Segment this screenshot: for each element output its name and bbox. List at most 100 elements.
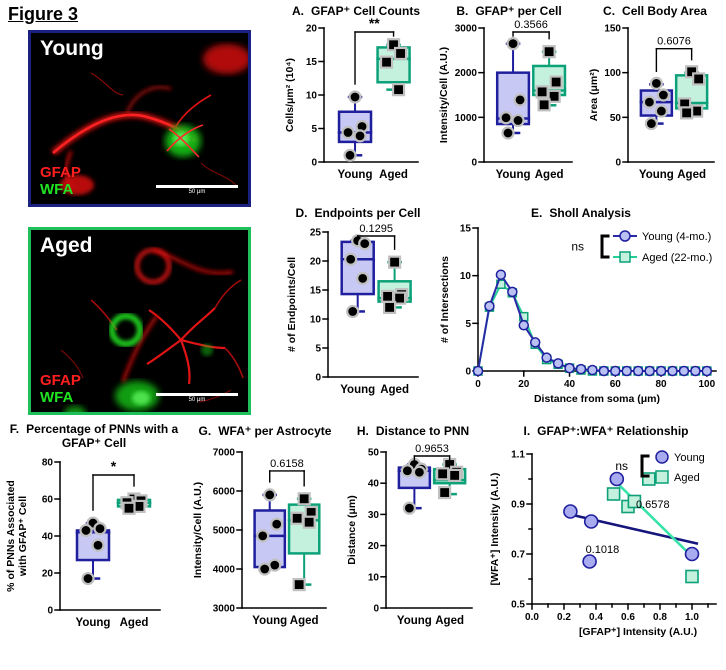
svg-text:Young (4-mo.): Young (4-mo.) bbox=[642, 231, 711, 243]
svg-text:15: 15 bbox=[460, 224, 472, 235]
svg-text:5000: 5000 bbox=[213, 526, 236, 537]
svg-text:0.6: 0.6 bbox=[621, 612, 635, 623]
panel-title: D. Endpoints per Cell bbox=[295, 206, 421, 220]
panel-title: G. WFA⁺ per Astrocyte bbox=[198, 424, 332, 438]
svg-text:Young: Young bbox=[496, 169, 531, 181]
svg-text:30: 30 bbox=[368, 510, 380, 521]
svg-text:50: 50 bbox=[610, 113, 622, 124]
svg-text:0.2: 0.2 bbox=[557, 612, 571, 623]
svg-text:# of Intersections: # of Intersections bbox=[439, 256, 451, 343]
svg-text:0: 0 bbox=[315, 373, 321, 384]
panel-title: B. GFAP⁺ per Cell bbox=[456, 4, 562, 18]
aged-micrograph: Aged GFAP WFA 50 μm bbox=[28, 227, 251, 415]
svg-text:Distance from soma (μm): Distance from soma (μm) bbox=[534, 393, 660, 405]
svg-text:10: 10 bbox=[460, 271, 472, 282]
svg-text:25: 25 bbox=[310, 228, 322, 239]
svg-text:**: ** bbox=[369, 18, 380, 31]
svg-text:Aged (22-mo.): Aged (22-mo.) bbox=[642, 252, 712, 264]
stain-labels: GFAP WFA bbox=[40, 372, 81, 406]
figure-title: Figure 3 bbox=[8, 4, 79, 24]
chart-gfap-per-cell: 0 1000 2000 3000 Intensity/Cell (A.U.) Young A… bbox=[438, 19, 573, 181]
svg-text:0.9653: 0.9653 bbox=[415, 443, 449, 455]
panel-wfa-per-astrocyte: G. WFA⁺ per Astrocyte 3000 4000 5000 6000 700… bbox=[188, 424, 342, 645]
svg-text:0.5: 0.5 bbox=[511, 600, 525, 611]
svg-text:Aged: Aged bbox=[674, 472, 700, 484]
panel-gfap-per-cell: B. GFAP⁺ per Cell 0 1000 2000 3000 Intensity/… bbox=[434, 4, 584, 195]
chart-wfa-per-astrocyte: 3000 4000 5000 6000 7000 Intensity/Cell (A.U.… bbox=[192, 448, 327, 627]
svg-text:0: 0 bbox=[47, 606, 53, 617]
svg-text:60: 60 bbox=[42, 495, 54, 506]
svg-text:20: 20 bbox=[518, 379, 530, 390]
svg-text:100: 100 bbox=[699, 379, 716, 390]
svg-text:0: 0 bbox=[311, 158, 317, 169]
svg-text:10: 10 bbox=[310, 315, 322, 326]
panel-endpoints-per-cell: D. Endpoints per Cell 0 5 10 15 20 25 # of Endp… bbox=[282, 206, 434, 412]
svg-text:ns: ns bbox=[615, 459, 628, 473]
scale-bar: 50 μm bbox=[156, 393, 238, 404]
panel-title: A. GFAP⁺ Cell Counts bbox=[291, 4, 420, 18]
svg-text:80: 80 bbox=[656, 379, 668, 390]
young-micrograph: Young GFAP WFA 50 μm bbox=[28, 30, 251, 207]
chart-sholl-analysis: 0 5 10 15 0 20 40 60 80 100 # of Intersections Dist… bbox=[439, 224, 717, 405]
chart-distance-to-pnn: 0 10 20 30 40 50 Distance (μm) Young Aged 0.9653 bbox=[346, 443, 473, 627]
stain-labels: GFAP WFA bbox=[40, 164, 81, 198]
panel-pnn-percentage: F. Percentage of PNNs with a GFAP⁺ Cell 0… bbox=[2, 422, 186, 647]
svg-text:150: 150 bbox=[604, 24, 621, 35]
svg-text:1.1: 1.1 bbox=[511, 450, 525, 461]
scale-bar-line bbox=[156, 393, 238, 396]
scale-bar: 50 μm bbox=[156, 185, 238, 196]
svg-text:0.1295: 0.1295 bbox=[359, 223, 393, 235]
chart-endpoints-per-cell: 0 5 10 15 20 25 # of Endpoints/Cell Young Aged 0.… bbox=[286, 223, 419, 396]
panel-title: C. Cell Body Area bbox=[603, 4, 707, 18]
svg-text:0.8: 0.8 bbox=[653, 612, 667, 623]
svg-text:5: 5 bbox=[315, 344, 321, 355]
scale-bar-label: 50 μm bbox=[188, 397, 206, 403]
svg-text:10: 10 bbox=[306, 91, 318, 102]
panel-title: E. Sholl Analysis bbox=[531, 206, 631, 220]
svg-text:0: 0 bbox=[475, 379, 481, 390]
svg-text:15: 15 bbox=[306, 57, 318, 68]
young-image-label: Young bbox=[40, 37, 104, 60]
svg-text:0.9: 0.9 bbox=[511, 500, 525, 511]
svg-text:% of PNNs Associated: % of PNNs Associated bbox=[5, 480, 17, 592]
gfap-label: GFAP bbox=[40, 164, 81, 181]
svg-text:0.0: 0.0 bbox=[525, 612, 539, 623]
wfa-label: WFA bbox=[40, 389, 74, 406]
svg-text:0.6578: 0.6578 bbox=[636, 499, 670, 511]
svg-text:Young: Young bbox=[340, 384, 375, 396]
svg-text:Aged: Aged bbox=[120, 617, 149, 629]
panel-cell-body-area: C. Cell Body Area 0 50 100 150 Area (μm²) Youn… bbox=[584, 4, 726, 195]
svg-text:60: 60 bbox=[610, 379, 622, 390]
svg-text:[GFAP⁺] Intensity (A.U.): [GFAP⁺] Intensity (A.U.) bbox=[579, 626, 697, 638]
svg-text:Cells/μm² (10⁴): Cells/μm² (10⁴) bbox=[284, 58, 296, 132]
svg-text:Aged: Aged bbox=[535, 169, 564, 181]
svg-text:40: 40 bbox=[42, 532, 54, 543]
svg-text:*: * bbox=[111, 458, 117, 474]
young-micrograph-image bbox=[50, 44, 248, 195]
svg-text:Aged: Aged bbox=[677, 169, 706, 181]
svg-text:0.6158: 0.6158 bbox=[270, 458, 304, 470]
svg-text:Area (μm²): Area (μm²) bbox=[588, 69, 600, 122]
chart-gfap-wfa-relationship: 0.5 0.7 0.9 1.1 0.0 0.2 0.4 0.6 0.8 1.0 [WFA⁺] Int… bbox=[489, 450, 717, 638]
svg-text:Young: Young bbox=[338, 169, 373, 181]
svg-text:4000: 4000 bbox=[213, 565, 236, 576]
svg-text:5: 5 bbox=[465, 319, 471, 330]
svg-text:10: 10 bbox=[368, 572, 380, 583]
wfa-label: WFA bbox=[40, 181, 74, 198]
svg-text:[WFA⁺] Intensity (A.U.): [WFA⁺] Intensity (A.U.) bbox=[489, 473, 501, 586]
panel-title: I. GFAP⁺:WFA⁺ Relationship bbox=[523, 424, 689, 438]
svg-text:Aged: Aged bbox=[290, 615, 319, 627]
svg-text:Aged: Aged bbox=[379, 169, 408, 181]
panel-sholl-analysis: E. Sholl Analysis 0 5 10 15 0 20 40 60 80 100 # of … bbox=[436, 206, 726, 412]
svg-text:0.1018: 0.1018 bbox=[586, 544, 620, 556]
aged-micrograph-image bbox=[60, 248, 244, 412]
svg-text:Young: Young bbox=[674, 452, 705, 464]
aged-image-label: Aged bbox=[40, 234, 93, 257]
svg-text:Young: Young bbox=[397, 615, 432, 627]
svg-text:7000: 7000 bbox=[213, 448, 236, 459]
svg-text:3000: 3000 bbox=[455, 24, 478, 35]
svg-text:Young: Young bbox=[639, 169, 674, 181]
svg-text:6000: 6000 bbox=[213, 487, 236, 498]
svg-text:0: 0 bbox=[615, 158, 621, 169]
